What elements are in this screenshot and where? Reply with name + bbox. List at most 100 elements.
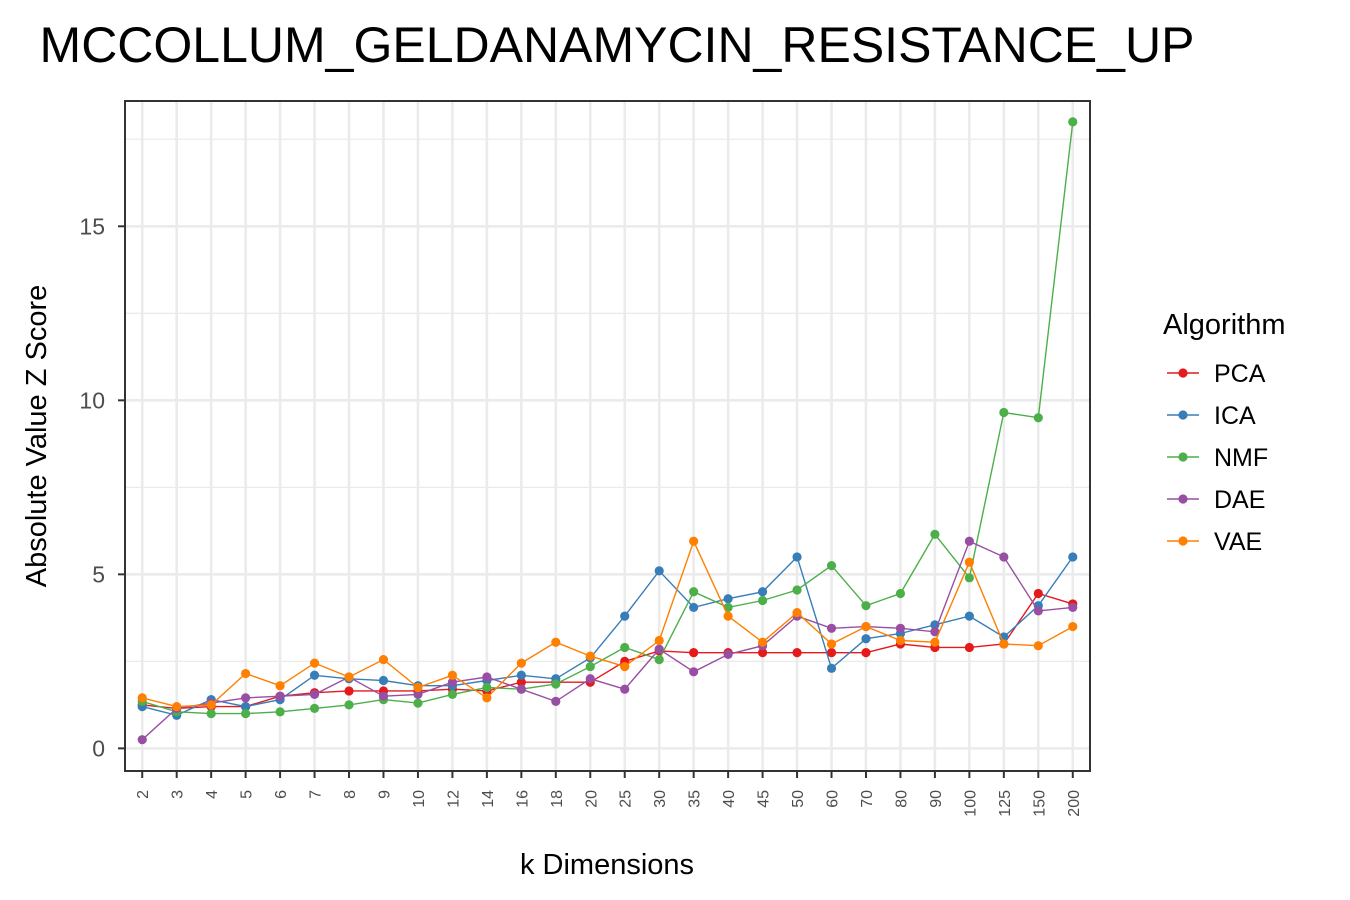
data-point-ica	[792, 552, 802, 562]
chart-title: MCCOLLUM_GELDANAMYCIN_RESISTANCE_UP	[40, 17, 1195, 73]
data-point-ica	[689, 602, 699, 613]
data-point-ica	[654, 566, 664, 576]
x-tick-label: 16	[514, 790, 531, 808]
legend-key-point	[1178, 536, 1188, 546]
data-point-vae	[447, 670, 458, 680]
x-tick-label: 10	[411, 790, 428, 808]
data-point-nmf	[826, 561, 837, 571]
legend-key-point	[1178, 452, 1188, 462]
data-point-nmf	[482, 682, 492, 693]
data-point-nmf	[447, 689, 458, 700]
data-point-vae	[689, 536, 699, 546]
data-point-vae	[999, 639, 1009, 649]
x-tick-label: 9	[376, 790, 393, 799]
data-point-nmf	[1033, 413, 1043, 423]
data-point-dae	[999, 552, 1009, 562]
x-tick-label: 30	[652, 790, 669, 808]
data-point-vae	[206, 700, 216, 710]
data-point-nmf	[1068, 117, 1078, 127]
data-point-vae	[723, 611, 733, 621]
y-tick-label: 0	[92, 735, 105, 761]
data-point-ica	[241, 702, 251, 712]
data-point-dae	[241, 693, 251, 703]
data-point-pca	[964, 642, 974, 653]
data-point-pca	[792, 648, 802, 658]
data-point-ica	[964, 611, 974, 621]
data-point-dae	[516, 684, 526, 694]
y-tick-label: 5	[92, 561, 105, 587]
data-point-nmf	[344, 700, 354, 710]
data-point-ica	[1068, 552, 1078, 562]
legend-item-dae: DAE	[1167, 486, 1265, 514]
legend: Algorithm PCA ICA NMF DAE VAE	[1163, 309, 1286, 556]
y-tick-label: 15	[79, 213, 105, 239]
data-point-vae	[275, 681, 285, 691]
data-point-vae	[378, 655, 389, 665]
x-tick-label: 20	[583, 790, 600, 808]
data-point-nmf	[895, 588, 906, 599]
data-point-vae	[241, 668, 251, 679]
data-point-ica	[378, 675, 389, 686]
y-axis: 0 5 10 15	[79, 213, 125, 761]
data-point-dae	[620, 684, 630, 694]
data-point-ica	[826, 663, 837, 673]
data-point-vae	[654, 635, 664, 646]
data-point-vae	[930, 637, 940, 647]
legend-label: PCA	[1214, 360, 1266, 388]
data-point-vae	[620, 661, 630, 672]
data-point-ica	[723, 594, 733, 604]
data-point-dae	[447, 677, 458, 687]
data-point-nmf	[964, 573, 974, 583]
x-tick-label: 125	[997, 790, 1014, 817]
data-point-vae	[964, 557, 974, 567]
data-point-vae	[172, 702, 182, 712]
data-point-dae	[413, 689, 423, 700]
data-point-ica	[861, 634, 871, 644]
data-point-dae	[689, 667, 699, 677]
data-point-dae	[275, 691, 285, 701]
data-point-nmf	[585, 661, 595, 672]
plot-border	[124, 100, 1091, 772]
data-point-nmf	[861, 601, 871, 611]
data-point-dae	[585, 674, 595, 684]
x-tick-label: 100	[962, 790, 979, 817]
data-point-vae	[792, 608, 802, 618]
legend-key-point	[1178, 494, 1188, 504]
data-point-nmf	[792, 585, 802, 595]
data-point-nmf	[309, 703, 320, 713]
data-point-nmf	[999, 407, 1009, 418]
data-point-dae	[309, 689, 320, 700]
data-point-nmf	[275, 707, 285, 717]
x-tick-label: 45	[756, 790, 773, 808]
data-point-vae	[413, 682, 423, 693]
data-point-dae	[930, 627, 940, 637]
x-tick-label: 18	[549, 790, 566, 808]
x-tick-label: 150	[1031, 790, 1048, 817]
data-point-nmf	[757, 595, 768, 606]
data-point-vae	[895, 635, 906, 646]
data-point-dae	[378, 691, 389, 701]
data-point-vae	[344, 672, 354, 682]
data-point-dae	[1033, 606, 1043, 616]
data-point-pca	[689, 648, 699, 658]
data-point-dae	[964, 536, 974, 546]
x-tick-label: 90	[928, 790, 945, 808]
legend-item-vae: VAE	[1167, 528, 1262, 556]
series-line-ica	[142, 555, 1074, 717]
series-layer	[137, 117, 1078, 745]
x-tick-label: 3	[170, 790, 187, 799]
data-point-nmf	[413, 698, 423, 708]
data-point-dae	[826, 623, 837, 633]
x-tick-label: 35	[687, 790, 704, 808]
series-line-dae	[141, 540, 1073, 741]
data-point-pca	[1033, 588, 1043, 599]
data-point-dae	[723, 649, 733, 660]
data-point-pca	[344, 686, 354, 696]
data-point-nmf	[620, 642, 630, 653]
data-point-nmf	[689, 587, 699, 597]
legend-title: Algorithm	[1163, 309, 1286, 341]
y-tick-label: 10	[79, 387, 105, 413]
legend-key-point	[1178, 410, 1188, 420]
data-point-vae	[551, 637, 561, 647]
